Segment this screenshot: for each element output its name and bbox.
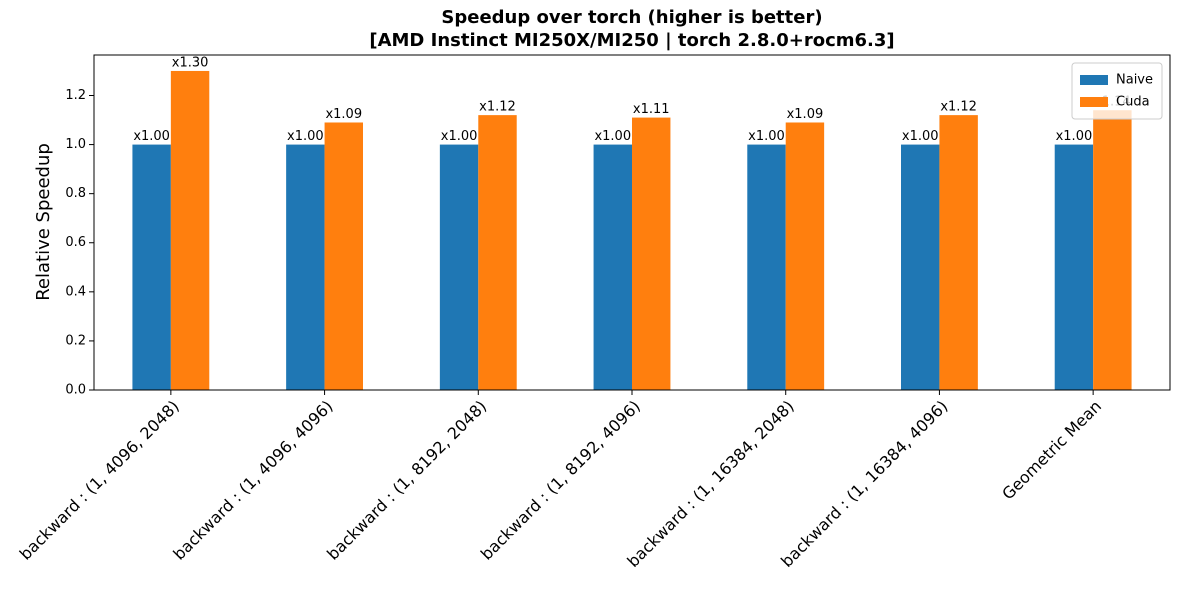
bar	[170, 70, 210, 390]
y-tick-label: 0.4	[65, 284, 86, 299]
legend-swatch	[1080, 75, 1108, 85]
value-label: x1.00	[441, 129, 478, 144]
bar	[439, 144, 479, 390]
value-label: x1.12	[479, 100, 516, 115]
legend-box	[1071, 62, 1163, 120]
x-tick-label: backward : (1, 4096, 2048)	[16, 397, 183, 564]
bar	[593, 144, 632, 390]
x-tick-label: backward : (1, 16384, 2048)	[623, 397, 797, 571]
y-tick-label: 0.0	[65, 383, 86, 398]
x-tick-label: backward : (1, 16384, 4096)	[777, 397, 951, 571]
value-label: x1.00	[1056, 129, 1093, 144]
bar	[785, 122, 825, 390]
value-label: x1.00	[594, 129, 631, 144]
value-label: x1.00	[748, 129, 785, 144]
value-label: x1.12	[940, 100, 977, 115]
value-label: x1.00	[902, 129, 939, 144]
bar	[1054, 144, 1094, 390]
value-label: x1.11	[633, 102, 670, 117]
bar	[747, 144, 786, 390]
y-tick-label: 0.6	[65, 235, 86, 250]
legend-label: Naive	[1116, 73, 1153, 88]
bar	[939, 115, 978, 390]
x-tick-label: backward : (1, 8192, 4096)	[477, 397, 644, 564]
y-axis-label: Relative Speedup	[33, 143, 54, 301]
bar	[632, 117, 671, 390]
bar	[478, 115, 517, 390]
bar	[132, 144, 171, 390]
chart-title: Speedup over torch (higher is better)	[441, 7, 822, 28]
value-label: x1.00	[287, 129, 324, 144]
legend-label: Cuda	[1116, 95, 1150, 110]
y-tick-label: 0.2	[65, 333, 86, 348]
value-label: x1.09	[325, 107, 362, 122]
bar	[286, 144, 325, 390]
value-label: x1.00	[133, 129, 170, 144]
x-tick-label: backward : (1, 8192, 2048)	[323, 397, 490, 564]
bar	[1093, 110, 1132, 390]
x-tick-label: backward : (1, 4096, 4096)	[169, 397, 336, 564]
chart-subtitle: [AMD Instinct MI250X/MI250 | torch 2.8.0…	[369, 30, 894, 51]
x-tick-label: Geometric Mean	[998, 397, 1105, 504]
legend-swatch	[1080, 97, 1108, 107]
y-tick-label: 1.2	[65, 88, 86, 103]
bar	[901, 144, 940, 390]
value-label: x1.30	[172, 55, 209, 70]
bar	[324, 122, 363, 390]
plot-frame	[93, 54, 1171, 391]
y-tick-label: 0.8	[65, 186, 86, 201]
y-tick-label: 1.0	[65, 137, 86, 152]
value-label: x1.09	[787, 107, 824, 122]
